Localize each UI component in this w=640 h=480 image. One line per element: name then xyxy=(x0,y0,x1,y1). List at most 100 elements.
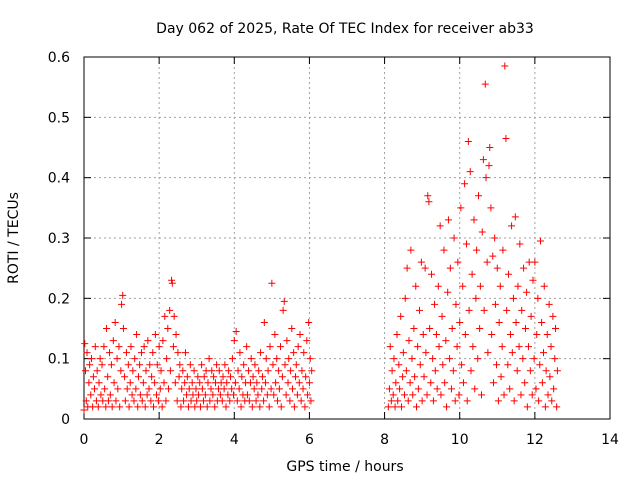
data-point xyxy=(168,279,176,287)
data-point xyxy=(213,361,221,369)
data-point xyxy=(436,222,444,230)
data-point xyxy=(121,397,129,405)
data-point xyxy=(531,258,539,266)
data-point xyxy=(546,373,554,381)
data-point xyxy=(423,391,431,399)
data-point xyxy=(407,246,415,254)
data-point xyxy=(136,361,144,369)
data-point xyxy=(141,403,149,411)
data-point xyxy=(188,379,196,387)
data-point xyxy=(101,385,109,393)
data-point xyxy=(495,318,503,326)
data-point xyxy=(243,391,251,399)
data-point xyxy=(178,385,186,393)
data-point xyxy=(184,403,192,411)
data-point xyxy=(549,312,557,320)
data-point xyxy=(297,397,305,405)
data-point xyxy=(192,385,200,393)
data-point xyxy=(409,391,417,399)
data-point xyxy=(85,379,93,387)
data-point xyxy=(404,397,412,405)
data-point xyxy=(417,258,425,266)
data-point xyxy=(389,391,397,399)
data-point xyxy=(533,331,541,339)
data-point xyxy=(465,306,473,314)
data-point xyxy=(305,379,313,387)
data-point xyxy=(144,337,152,345)
plot-frame xyxy=(83,56,611,420)
data-point xyxy=(157,367,165,375)
data-point xyxy=(112,397,120,405)
data-point xyxy=(422,349,430,357)
data-point xyxy=(236,349,244,357)
data-point xyxy=(476,282,484,290)
data-point xyxy=(245,397,253,405)
data-point xyxy=(399,349,407,357)
data-point xyxy=(402,367,410,375)
data-point xyxy=(548,397,556,405)
data-point xyxy=(204,379,212,387)
data-point xyxy=(414,385,422,393)
data-point xyxy=(196,379,204,387)
data-point xyxy=(255,367,263,375)
data-point xyxy=(230,391,238,399)
data-point xyxy=(530,355,538,363)
data-point xyxy=(300,349,308,357)
y-axis-label: ROTI / TECUs xyxy=(6,192,22,284)
data-point xyxy=(102,403,110,411)
data-point xyxy=(502,134,510,142)
data-point xyxy=(225,367,233,375)
data-point xyxy=(294,343,302,351)
data-point xyxy=(179,367,187,375)
data-point xyxy=(397,312,405,320)
data-point xyxy=(122,349,130,357)
chart-title: Day 062 of 2025, Rate Of TEC Index for r… xyxy=(156,21,534,37)
data-point xyxy=(295,379,303,387)
data-point xyxy=(542,367,550,375)
data-point xyxy=(222,403,230,411)
data-point xyxy=(278,373,286,381)
data-point xyxy=(175,373,183,381)
data-point xyxy=(494,397,502,405)
data-point xyxy=(125,403,133,411)
data-point xyxy=(128,391,136,399)
data-point xyxy=(526,367,534,375)
data-point xyxy=(159,337,167,345)
data-point xyxy=(504,361,512,369)
data-point xyxy=(198,361,206,369)
data-point xyxy=(303,337,311,345)
data-point xyxy=(275,385,283,393)
data-point xyxy=(290,349,298,357)
data-point xyxy=(521,379,529,387)
data-point xyxy=(181,349,189,357)
x-tick-label: 12 xyxy=(526,432,544,448)
data-point xyxy=(538,379,546,387)
data-point xyxy=(104,397,112,405)
data-point xyxy=(505,270,513,278)
data-point xyxy=(418,397,426,405)
data-point xyxy=(93,367,101,375)
data-point xyxy=(496,282,504,290)
data-point xyxy=(211,403,219,411)
data-point xyxy=(149,349,157,357)
data-point xyxy=(293,391,301,399)
data-point xyxy=(296,331,304,339)
data-point xyxy=(96,355,104,363)
data-point xyxy=(161,312,169,320)
data-point xyxy=(133,331,141,339)
data-point xyxy=(455,391,463,399)
data-point xyxy=(290,403,298,411)
data-point xyxy=(116,403,124,411)
data-point xyxy=(453,343,461,351)
data-point xyxy=(134,373,142,381)
data-point xyxy=(474,355,482,363)
data-point xyxy=(446,264,454,272)
data-point xyxy=(434,282,442,290)
data-point xyxy=(139,379,147,387)
data-point xyxy=(518,306,526,314)
data-point xyxy=(134,403,142,411)
data-point xyxy=(302,373,310,381)
data-point xyxy=(256,403,264,411)
data-point xyxy=(165,385,173,393)
data-point xyxy=(205,355,213,363)
